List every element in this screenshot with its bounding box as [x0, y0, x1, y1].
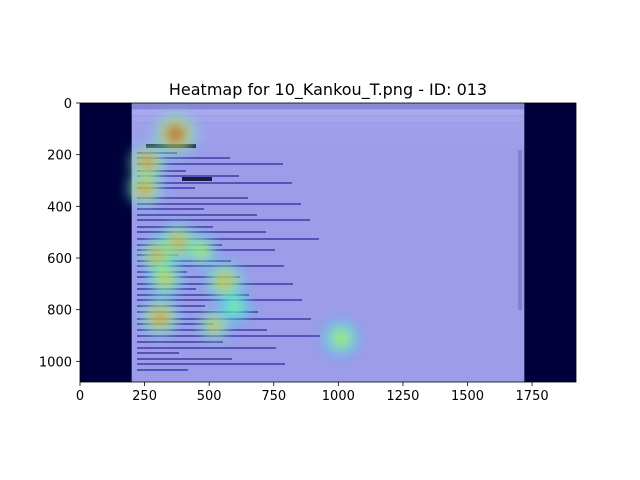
email-text-line	[137, 175, 239, 177]
scrollbar	[518, 150, 522, 310]
heat-spot	[208, 319, 220, 331]
x-tick-label: 1500	[451, 389, 484, 404]
redacted-bar-2	[182, 177, 212, 181]
email-text-line	[137, 369, 188, 371]
email-text-line	[137, 203, 301, 205]
email-text-line	[137, 208, 204, 210]
menu-bar	[132, 110, 524, 115]
x-tick-label: 750	[261, 389, 286, 404]
y-tick-label: 0	[64, 97, 72, 112]
message-header	[132, 123, 524, 143]
heat-spot	[167, 126, 184, 142]
heat-spot	[138, 181, 152, 195]
heat-spot	[153, 310, 168, 325]
y-tick-label: 400	[47, 200, 72, 215]
chart-title: Heatmap for 10_Kankou_T.png - ID: 013	[169, 80, 487, 100]
y-tick-label: 600	[47, 252, 72, 267]
x-tick-label: 1250	[386, 389, 419, 404]
email-text-line	[137, 238, 319, 240]
heat-spot	[217, 274, 232, 289]
email-text-line	[137, 363, 285, 365]
x-tick-label: 250	[132, 389, 157, 404]
y-tick-label: 800	[47, 304, 72, 319]
email-text-line	[137, 276, 240, 278]
email-text-line	[137, 335, 320, 337]
email-text-line	[137, 187, 195, 189]
y-tick-label: 1000	[39, 355, 72, 370]
x-tick-label: 0	[76, 389, 84, 404]
email-text-line	[137, 197, 248, 199]
email-text-line	[137, 157, 230, 159]
plot-area	[80, 103, 576, 382]
x-tick-label: 1000	[322, 389, 355, 404]
y-tick-label: 200	[47, 149, 72, 164]
heat-spot	[229, 301, 241, 313]
heat-layer	[126, 112, 359, 357]
window-titlebar	[132, 103, 524, 109]
email-text-line	[137, 265, 284, 267]
y-axis: 0 200 400 600 800 1000	[39, 97, 80, 370]
email-text-line	[137, 182, 292, 184]
heat-spot	[334, 331, 348, 345]
heat-spot	[140, 155, 154, 169]
x-tick-label: 500	[197, 389, 222, 404]
toolbar	[132, 116, 524, 122]
email-text-line	[137, 299, 302, 301]
x-tick-label: 1750	[516, 389, 549, 404]
email-text-line	[137, 219, 310, 221]
heat-spot	[171, 235, 186, 250]
heat-spot	[158, 272, 172, 286]
axes-frame	[79, 102, 577, 383]
email-text-line	[137, 163, 283, 165]
email-text-line	[137, 260, 231, 262]
email-screenshot	[131, 103, 525, 382]
email-text-line	[137, 352, 179, 354]
email-text-line	[137, 341, 223, 343]
email-text-line	[137, 347, 276, 349]
heat-spot	[150, 248, 165, 262]
heat-spot	[195, 244, 207, 256]
x-axis: 0 250 500 750 1000 1250 1500 1750	[76, 382, 549, 404]
email-text-line	[137, 311, 258, 313]
email-text-line	[137, 294, 249, 296]
email-text-line	[137, 214, 257, 216]
email-text-line	[137, 231, 266, 233]
email-text-line	[137, 358, 232, 360]
